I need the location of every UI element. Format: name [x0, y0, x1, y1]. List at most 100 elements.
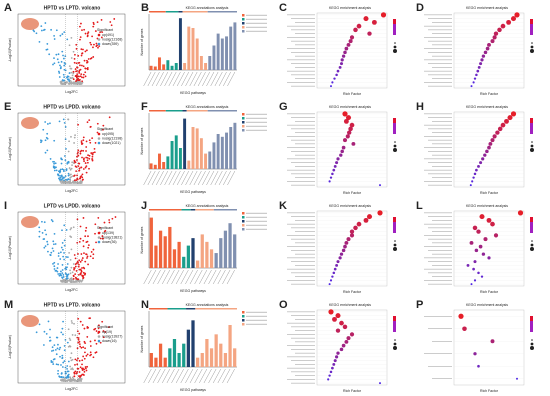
plot-frame: [17, 211, 126, 285]
volcano-point: [75, 79, 78, 81]
volcano-point: [53, 261, 56, 264]
plot-frame: [453, 12, 525, 89]
dot: [341, 248, 346, 253]
volcano-point: [79, 38, 81, 41]
legend-title: Significant: [97, 28, 113, 32]
volcano-point: [78, 263, 80, 266]
volcano-point: [69, 376, 72, 379]
volcano-point: [82, 65, 85, 68]
volcano-point: [60, 372, 63, 375]
liver-icon: [21, 216, 39, 228]
bar: [208, 56, 212, 70]
volcano-point: [78, 268, 81, 271]
dot: [475, 168, 478, 172]
volcano-point: [82, 136, 85, 139]
volcano-point: [78, 343, 81, 345]
dot: [366, 214, 373, 220]
volcano-point: [86, 326, 89, 328]
volcano-point: [50, 350, 53, 352]
panel-title: KEGG enrichment analysis: [466, 6, 508, 10]
volcano-point: [74, 68, 77, 70]
group-strip: [186, 110, 208, 112]
legend-swatch: [242, 323, 245, 326]
legend-label: down(359): [102, 42, 119, 46]
x-axis-label: KEGG pathways: [180, 91, 206, 95]
volcano-point: [85, 150, 87, 152]
volcano-point: [62, 118, 65, 121]
dot: [510, 16, 517, 22]
volcano-point: [95, 42, 98, 45]
dot: [480, 275, 484, 278]
volcano-point: [79, 177, 82, 180]
dot: [348, 126, 353, 132]
plot-frame: [17, 310, 126, 384]
dot: [335, 328, 341, 333]
volcano-point: [85, 226, 88, 229]
volcano-point: [102, 336, 105, 339]
volcano-point: [101, 31, 104, 34]
category-label-placeholder: [181, 170, 190, 186]
dot: [336, 260, 340, 264]
bar: [214, 253, 218, 268]
legend-swatch: [242, 212, 245, 215]
volcano-point: [88, 119, 91, 121]
dot: [476, 229, 481, 234]
panel-title: KEGG annotations analysis: [186, 204, 229, 208]
dot: [486, 217, 492, 223]
volcano-point: [51, 346, 54, 349]
category-label-placeholder: [157, 368, 166, 384]
legend-label: up(139): [102, 231, 114, 235]
dot: [363, 16, 369, 22]
volcano-point: [67, 328, 70, 331]
panel-title: HPTD vs LPTD. volcano: [44, 302, 101, 308]
size-legend: [393, 342, 397, 346]
panel-title: KEGG enrichment analysis: [329, 303, 371, 307]
bar: [199, 138, 203, 169]
bar: [170, 65, 174, 70]
panel-letter: J: [141, 200, 147, 212]
volcano-point: [70, 82, 73, 85]
volcano-point: [72, 277, 75, 280]
legend-marker: [97, 132, 101, 136]
volcano-point: [81, 52, 83, 55]
colorbar-top: [530, 217, 533, 222]
size-legend: [393, 144, 397, 148]
dot: [333, 164, 337, 168]
volcano-point: [38, 323, 41, 326]
volcano-point: [84, 260, 87, 263]
volcano-point: [62, 276, 65, 278]
volcano-point: [41, 220, 43, 223]
volcano-point: [76, 66, 79, 69]
legend-swatch: [242, 224, 245, 227]
bar: [178, 148, 182, 169]
size-legend: [530, 45, 534, 49]
category-label-placeholder: [143, 368, 152, 384]
volcano-point: [57, 174, 60, 177]
volcano-point: [74, 134, 76, 137]
volcano-point: [80, 379, 83, 382]
volcano-point: [44, 229, 47, 232]
volcano-point: [41, 232, 44, 234]
volcano-point: [81, 363, 83, 366]
volcano-point: [79, 152, 82, 155]
volcano-point: [78, 79, 81, 82]
plot-frame: [316, 309, 388, 386]
legend-marker: [97, 335, 101, 338]
dot: [344, 339, 349, 344]
volcano-point: [67, 180, 69, 183]
size-legend: [531, 240, 533, 242]
volcano-point: [94, 142, 97, 144]
dot: [336, 157, 340, 161]
volcano-point: [74, 161, 77, 164]
dot: [328, 180, 331, 183]
volcano-point: [76, 330, 79, 333]
volcano-point: [55, 29, 58, 32]
dot: [339, 347, 344, 352]
volcano-point: [80, 253, 83, 255]
volcano-point: [78, 259, 81, 262]
group-strip: [182, 110, 187, 112]
bar: [149, 217, 153, 268]
volcano-point: [69, 277, 72, 280]
volcano-point: [70, 173, 72, 176]
